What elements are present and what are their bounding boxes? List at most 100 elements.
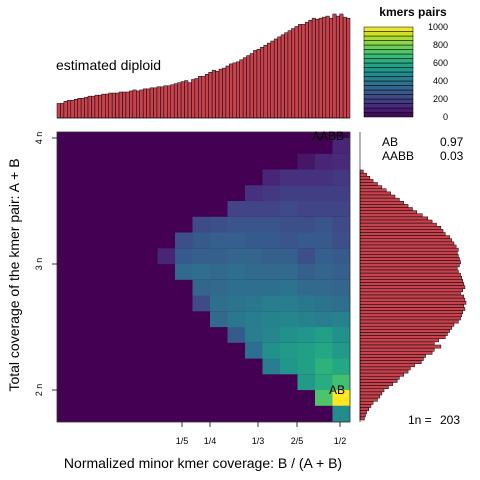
right-histogram-bar xyxy=(359,332,448,336)
top-histogram-bar xyxy=(291,28,296,119)
right-histogram-bar xyxy=(359,338,439,343)
top-histogram-bar xyxy=(208,71,213,119)
aabb-corner-label: AABB xyxy=(312,129,344,143)
right-histogram-bar xyxy=(359,229,444,233)
right-histogram xyxy=(359,132,467,422)
heatmap-cell xyxy=(332,232,350,249)
heatmap-cell xyxy=(175,232,193,249)
heatmap-cell xyxy=(315,279,333,296)
right-histogram-bar xyxy=(359,272,461,277)
heatmap-cell xyxy=(227,248,245,265)
heatmap-cell xyxy=(332,342,350,359)
heatmap-cell xyxy=(297,311,315,328)
color-legend: kmers pairs 0 200 400 600 800 1000 xyxy=(363,5,448,122)
legend-swatch xyxy=(363,40,414,46)
heatmap-cell xyxy=(297,358,315,375)
heatmap-cell xyxy=(297,327,315,343)
legend-swatch xyxy=(363,94,414,100)
heatmap-cell xyxy=(262,216,280,233)
top-histogram-bar xyxy=(273,38,278,119)
heatmap-cell xyxy=(315,264,333,280)
top-histogram-bar xyxy=(167,85,172,119)
top-histogram-bar xyxy=(222,67,227,119)
heatmap-cell xyxy=(192,295,210,312)
right-histogram-bar xyxy=(359,269,459,274)
top-histogram-bar xyxy=(67,100,72,119)
top-histogram-bar xyxy=(177,82,182,119)
top-histogram-bar xyxy=(173,83,178,119)
right-histogram-bar xyxy=(359,297,466,302)
heatmap-cell xyxy=(192,248,210,265)
heatmap-cell xyxy=(280,201,298,217)
legend-swatch xyxy=(363,89,414,95)
legend-swatch xyxy=(363,53,414,59)
top-histogram-bar xyxy=(332,13,337,119)
right-histogram-bar xyxy=(359,307,466,311)
right-histogram-bar xyxy=(359,201,404,205)
right-histogram-bar xyxy=(359,191,391,196)
right-histogram-bar xyxy=(359,404,372,408)
heatmap-cell xyxy=(280,342,298,359)
heatmap-cell xyxy=(315,342,333,359)
top-histogram-bar xyxy=(260,47,265,119)
heatmap-cell xyxy=(332,185,350,202)
heatmap-cell xyxy=(332,390,350,406)
right-histogram-bar xyxy=(359,263,460,268)
legend-tick-label: 600 xyxy=(433,58,448,68)
right-histogram-bar xyxy=(359,210,418,215)
heatmap-cell xyxy=(245,342,263,359)
right-histogram-bar xyxy=(359,204,409,208)
right-histogram-bar xyxy=(359,176,371,180)
top-histogram-bar xyxy=(218,68,223,119)
top-histogram-bar xyxy=(60,103,65,119)
legend-swatch xyxy=(363,103,414,109)
right-histogram-bar xyxy=(359,254,459,258)
x-tick-label: 1/2 xyxy=(334,436,347,446)
top-histogram-bar xyxy=(77,97,82,119)
right-histogram-bar xyxy=(359,185,383,190)
top-histogram-bar xyxy=(311,17,316,119)
right-histogram-bar xyxy=(359,213,423,218)
legend-swatch xyxy=(363,107,414,113)
heatmap-cell xyxy=(315,248,333,265)
top-histogram-bar xyxy=(236,61,240,119)
top-histogram-bar xyxy=(325,15,330,119)
right-histogram-bar xyxy=(359,182,378,186)
heatmap-cell xyxy=(192,279,210,296)
right-histogram-bar xyxy=(359,313,462,318)
top-histogram-bar xyxy=(63,101,68,119)
right-histogram-bar xyxy=(359,360,422,365)
top-histogram-bar xyxy=(70,100,75,119)
heatmap-cell xyxy=(245,311,263,328)
y-tick-label: 4 n xyxy=(34,132,44,145)
heatmap-cell xyxy=(227,295,245,312)
heatmap-cell xyxy=(332,311,350,328)
heatmap-cell xyxy=(280,169,298,186)
heatmap-cell xyxy=(280,311,298,328)
heatmap-cell xyxy=(315,374,333,391)
top-histogram-bar xyxy=(242,57,247,119)
legend-swatch xyxy=(363,49,414,55)
right-histogram-bar xyxy=(359,347,435,352)
heatmap-cell xyxy=(280,279,298,296)
x-tick-label: 1/4 xyxy=(204,436,217,446)
right-histogram-bar xyxy=(359,244,457,249)
top-histogram-bar xyxy=(329,17,334,119)
top-histogram-bar xyxy=(111,92,116,119)
legend-swatch xyxy=(363,67,414,73)
right-histogram-bar xyxy=(359,335,446,340)
heatmap-cell xyxy=(262,311,280,328)
heatmap-cell xyxy=(332,169,350,186)
top-histogram-bar xyxy=(322,16,327,119)
model-table: AB 0.97 AABB 0.03 xyxy=(382,135,464,163)
heatmap-cell xyxy=(297,169,315,186)
coverage-1n-value: 203 xyxy=(440,413,460,427)
top-histogram-bar xyxy=(108,92,113,119)
heatmap-cell xyxy=(297,342,315,359)
right-histogram-bar xyxy=(359,291,461,296)
right-histogram-bar xyxy=(359,194,396,199)
heatmap-cell xyxy=(210,216,228,233)
top-histogram-bar xyxy=(249,53,254,119)
top-histogram-bar xyxy=(191,79,196,119)
heatmap-cell xyxy=(332,327,350,343)
